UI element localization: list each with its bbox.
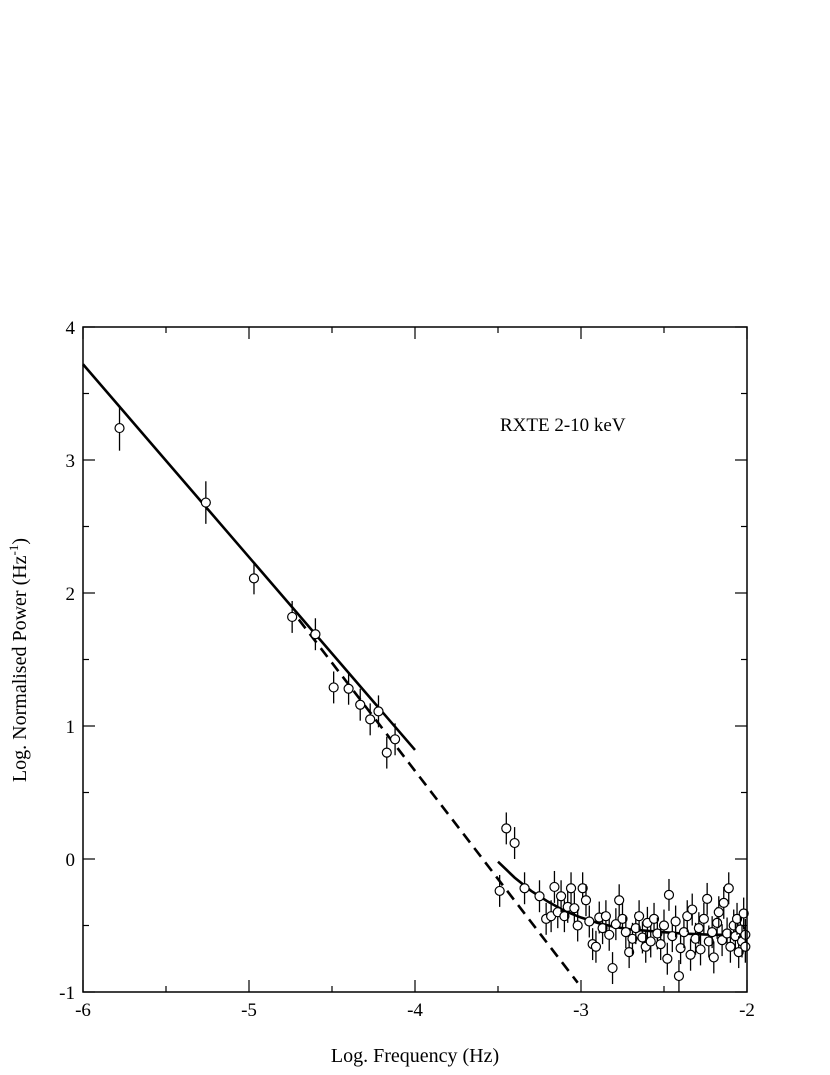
- high-freq-point: [645, 936, 656, 947]
- high-freq-point: [693, 923, 704, 934]
- y-axis-label: Log. Normalised Power (Hz-1): [6, 538, 31, 782]
- low-frequency-fit-line: [82, 363, 416, 751]
- high-freq-point: [559, 911, 570, 922]
- high-freq-point: [658, 920, 670, 931]
- x-axis-label: Log. Frequency (Hz): [331, 1045, 499, 1067]
- y-axis-label-sup: -1: [6, 545, 21, 556]
- low-freq-point: [373, 706, 384, 717]
- high-freq-point: [577, 883, 588, 894]
- high-freq-point: [501, 823, 512, 834]
- high-freq-point: [604, 929, 615, 940]
- high-freq-point: [633, 911, 645, 922]
- low-freq-point: [200, 497, 211, 508]
- high-freq-point: [590, 941, 602, 952]
- high-freq-point: [494, 885, 505, 897]
- high-freq-point: [584, 916, 595, 927]
- y-tick-label: 0: [66, 850, 76, 871]
- high-freq-point: [708, 952, 719, 963]
- high-freq-point: [600, 911, 612, 922]
- high-freq-point: [702, 893, 713, 905]
- low-freq-point: [389, 734, 401, 745]
- low-freq-point: [310, 629, 321, 640]
- high-freq-point: [725, 941, 736, 952]
- x-tick-label: -6: [75, 1000, 91, 1021]
- x-tick-label: -4: [407, 1000, 423, 1021]
- high-freq-point: [617, 913, 628, 924]
- high-freq-point: [580, 895, 592, 906]
- high-freq-point: [565, 883, 577, 894]
- high-freq-point: [627, 933, 638, 944]
- data-points: [114, 405, 751, 992]
- high-freq-point: [712, 917, 723, 928]
- high-freq-point: [707, 927, 718, 938]
- high-freq-point: [663, 889, 675, 901]
- low-freq-point: [287, 611, 298, 623]
- y-axis-label-close: ): [9, 538, 31, 545]
- y-tick-label: -1: [59, 983, 75, 1004]
- high-freq-point: [607, 962, 618, 974]
- dashed-powerlaw-extension: [297, 618, 579, 984]
- high-freq-point: [733, 946, 744, 958]
- high-freq-point: [723, 883, 734, 894]
- high-freq-point: [614, 895, 625, 906]
- low-freq-point: [343, 683, 354, 694]
- high-freq-point: [610, 919, 621, 930]
- y-tick-label: 3: [66, 451, 76, 472]
- high-freq-point: [655, 939, 666, 950]
- high-freq-point: [687, 904, 698, 915]
- high-freq-point: [519, 883, 530, 894]
- chart-annotation: RXTE 2-10 keV: [500, 415, 626, 436]
- x-tick-label: -5: [241, 1000, 257, 1021]
- high-freq-point: [731, 913, 743, 924]
- x-tick-label: -3: [573, 1000, 589, 1021]
- high-freq-point: [509, 837, 520, 849]
- high-freq-point: [718, 897, 729, 908]
- high-freq-point: [685, 949, 696, 960]
- y-axis-label-main: Log. Normalised Power (Hz: [9, 555, 31, 782]
- low-freq-point: [365, 714, 376, 725]
- tick-labels: -6 -5 -4 -3 -2 -1 0 1 2 3 4: [59, 318, 755, 1021]
- high-freq-point: [549, 881, 560, 893]
- low-freq-point: [381, 747, 392, 758]
- high-freq-point: [670, 916, 681, 927]
- high-freq-point: [698, 913, 709, 924]
- y-tick-label: 2: [66, 584, 76, 605]
- high-freq-point: [624, 946, 635, 958]
- low-freq-point: [328, 682, 339, 693]
- high-freq-point: [713, 907, 724, 918]
- x-tick-label: -2: [739, 1000, 755, 1021]
- high-freq-point: [648, 913, 660, 924]
- high-freq-point: [738, 908, 749, 919]
- low-freq-point: [114, 422, 125, 434]
- high-freq-point: [662, 953, 673, 964]
- high-freq-point: [555, 891, 567, 902]
- model-fits: [82, 363, 748, 984]
- y-tick-label: 4: [66, 318, 76, 339]
- high-freq-point: [695, 944, 706, 955]
- high-freq-point: [675, 943, 686, 954]
- high-freq-point: [652, 928, 663, 939]
- high-freq-point: [673, 970, 685, 982]
- low-freq-point: [248, 573, 260, 584]
- high-freq-point: [597, 923, 608, 934]
- high-freq-point: [569, 903, 580, 914]
- low-freq-point: [355, 699, 366, 710]
- plot-frame: [82, 326, 748, 993]
- high-freq-point: [620, 927, 631, 938]
- high-freq-point: [678, 927, 690, 938]
- high-freq-point: [572, 920, 583, 931]
- high-freq-point: [740, 941, 751, 952]
- high-freq-point: [534, 891, 545, 902]
- high-freq-point: [630, 923, 641, 934]
- y-tick-label: 1: [66, 717, 76, 738]
- axis-ticks: [82, 326, 748, 993]
- high-freq-point: [667, 931, 678, 942]
